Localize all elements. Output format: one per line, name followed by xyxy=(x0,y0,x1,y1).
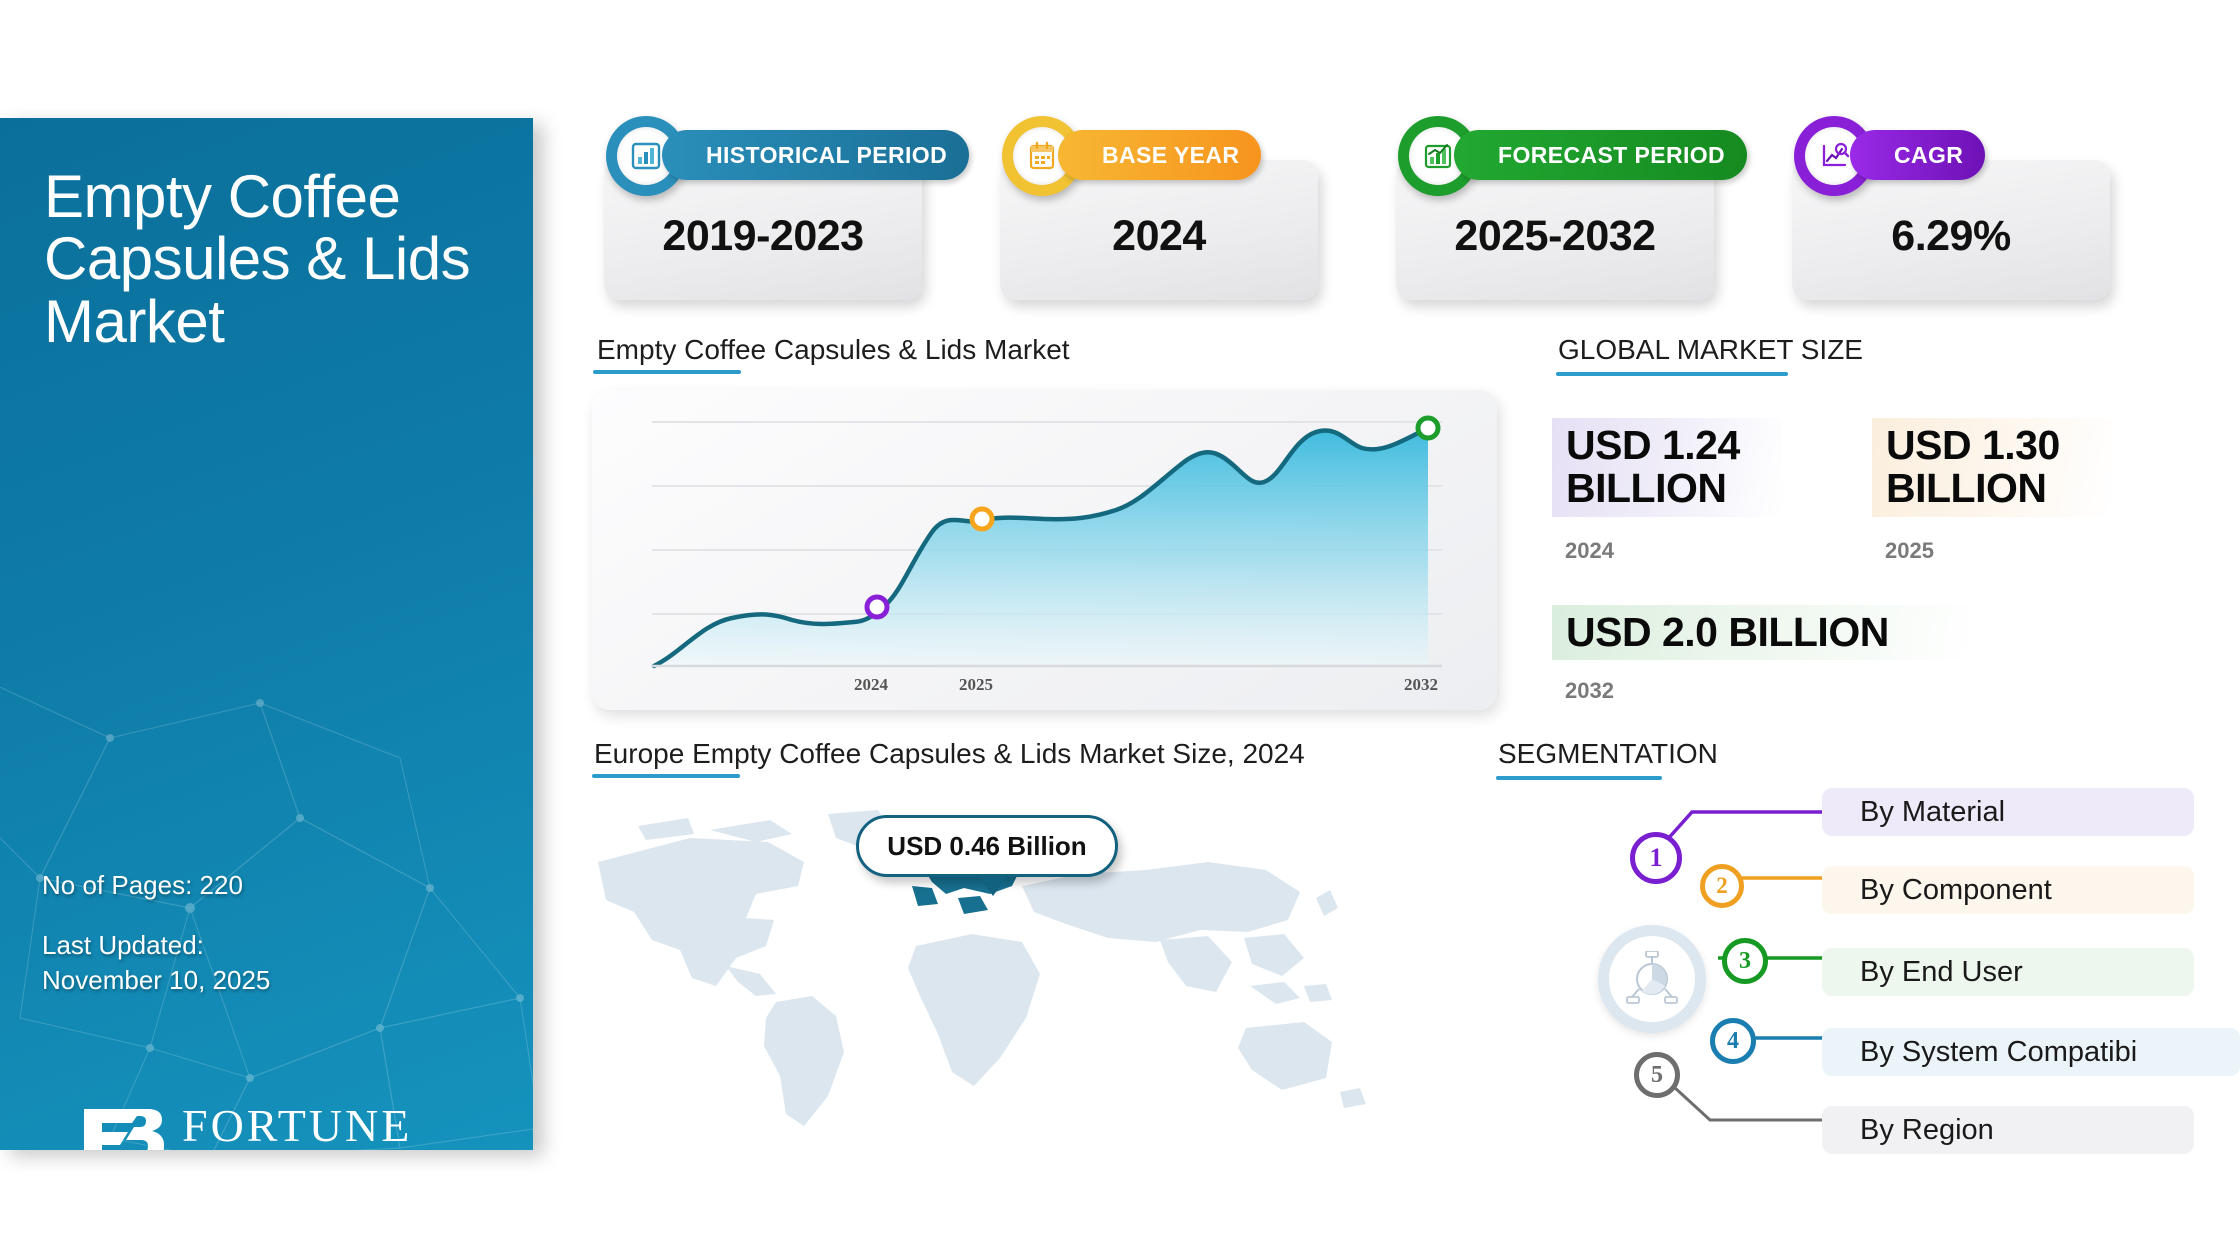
map-continents xyxy=(598,810,1366,1126)
badge-card-cagr[interactable]: CAGR 6.29% xyxy=(1792,116,2110,300)
last-updated-caption: Last Updated: xyxy=(42,930,204,960)
segmentation-pie-network-icon xyxy=(1626,951,1678,1004)
forecast-chart-icon xyxy=(1424,144,1452,169)
global-market-value-2024: USD 1.24 BILLION xyxy=(1552,418,1782,517)
global-market-year-2024: 2024 xyxy=(1565,538,1614,563)
badge-card-base-year[interactable]: BASE YEAR 2024 xyxy=(1000,116,1318,300)
segmentation-item-by-material[interactable]: By Material xyxy=(1822,788,2194,836)
segmentation-item-by-component[interactable]: By Component xyxy=(1822,866,2194,914)
chart-marker-2024 xyxy=(864,594,890,620)
logo-line-1: FORTUNE xyxy=(182,1100,413,1150)
global-market-value-2032: USD 2.0 BILLION xyxy=(1552,605,1972,661)
sidebar-panel: Empty Coffee Capsules & Lids Market No o… xyxy=(0,118,533,1150)
segmentation-number-3[interactable]: 3 xyxy=(1722,938,1768,984)
map-section-title: Europe Empty Coffee Capsules & Lids Mark… xyxy=(594,738,1305,769)
chart-tick-2024: 2024 xyxy=(854,675,888,694)
page-title: Empty Coffee Capsules & Lids Market xyxy=(44,163,471,355)
global-market-value-2025: USD 1.30 BILLION xyxy=(1872,418,2112,517)
map-value-callout: USD 0.46 Billion xyxy=(856,815,1118,896)
segmentation-number-1[interactable]: 1 xyxy=(1630,832,1682,884)
global-market-year-2032: 2032 xyxy=(1565,678,1614,703)
market-trend-chart-card: 2024 2025 2032 xyxy=(592,390,1497,710)
fortune-fb-monogram-icon xyxy=(84,1109,164,1150)
company-logo: FORTUNE BUSINESS INSIGHTS xyxy=(80,1103,412,1150)
segmentation-item-by-end-user[interactable]: By End User xyxy=(1822,948,2194,996)
badge-card-historical-period[interactable]: HISTORICAL PERIOD 2019-2023 xyxy=(604,116,970,300)
market-trend-area-chart xyxy=(651,415,1442,669)
segmentation-item-by-region[interactable]: By Region xyxy=(1822,1106,2194,1154)
badge-icon-ring-base-year xyxy=(1002,116,1082,196)
last-updated-date: November 10, 2025 xyxy=(42,964,271,995)
chart-section-title: Empty Coffee Capsules & Lids Market xyxy=(597,334,1070,365)
badge-label-forecast-period: FORECAST PERIOD xyxy=(1454,130,1748,180)
segmentation-hub-icon-wrapper xyxy=(1598,925,1706,1033)
logo-wordmark: FORTUNE BUSINESS INSIGHTS xyxy=(182,1103,412,1150)
segmentation-number-4[interactable]: 4 xyxy=(1710,1018,1756,1064)
badge-label-historical-period: HISTORICAL PERIOD xyxy=(662,130,970,180)
chart-marker-2025 xyxy=(969,506,995,532)
calendar-icon xyxy=(1029,141,1055,170)
chart-line xyxy=(651,425,1431,669)
segmentation-heading: SEGMENTATION xyxy=(1498,738,1718,769)
mesh-background-decoration xyxy=(0,686,533,1150)
chart-tick-2025: 2025 xyxy=(959,675,993,694)
badge-label-cagr: CAGR xyxy=(1850,130,1986,180)
map-section-rule xyxy=(592,774,740,778)
segmentation-number-2[interactable]: 2 xyxy=(1700,864,1744,908)
global-market-year-2025: 2025 xyxy=(1885,538,1934,563)
badge-value-cagr: 6.29% xyxy=(1891,212,2011,260)
global-market-size-rule xyxy=(1556,372,1788,376)
growth-analysis-icon xyxy=(1822,142,1850,167)
chart-section-rule xyxy=(593,370,741,374)
chart-area-fill xyxy=(654,428,1428,666)
badge-value-forecast-period: 2025-2032 xyxy=(1454,212,1656,260)
segmentation-rule xyxy=(1496,776,1662,780)
badge-label-base-year: BASE YEAR xyxy=(1058,130,1262,180)
chart-marker-2032 xyxy=(1415,415,1441,441)
last-updated-label: Last Updated: November 10, 2025 xyxy=(42,928,270,998)
global-market-size-heading: GLOBAL MARKET SIZE xyxy=(1558,334,1863,365)
segmentation-item-by-system-compatibility[interactable]: By System Compatibi xyxy=(1822,1028,2240,1076)
bar-chart-icon xyxy=(631,142,661,170)
segmentation-number-5[interactable]: 5 xyxy=(1634,1052,1680,1098)
chart-tick-2032: 2032 xyxy=(1404,675,1438,694)
badge-card-forecast-period[interactable]: FORECAST PERIOD 2025-2032 xyxy=(1396,116,1748,300)
badge-value-base-year: 2024 xyxy=(1112,212,1206,260)
badge-value-historical-period: 2019-2023 xyxy=(662,212,864,260)
page-count-label: No of Pages: 220 xyxy=(42,870,243,900)
